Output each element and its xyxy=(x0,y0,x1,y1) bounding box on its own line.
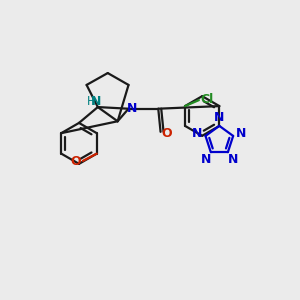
Text: N: N xyxy=(192,127,203,140)
Text: N: N xyxy=(127,102,138,115)
Text: O: O xyxy=(162,127,172,140)
Text: Cl: Cl xyxy=(200,93,214,106)
Text: O: O xyxy=(70,155,81,168)
Text: N: N xyxy=(201,153,211,166)
Text: N: N xyxy=(214,112,224,124)
Text: N: N xyxy=(228,153,238,166)
Text: N: N xyxy=(236,127,247,140)
Text: H: H xyxy=(87,94,96,108)
Text: N: N xyxy=(91,94,101,108)
